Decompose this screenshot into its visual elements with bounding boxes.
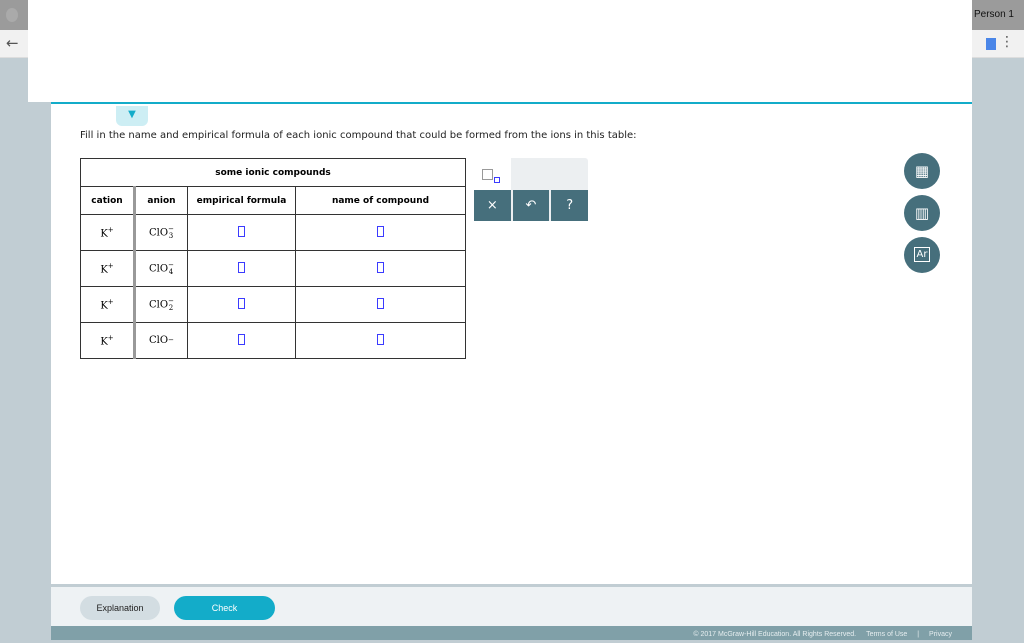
anion-cell: ClO − [133, 322, 188, 359]
anion-subscript: 4 [168, 267, 174, 276]
table-row: K+ ClO − [80, 322, 466, 359]
anion: ClO [149, 335, 169, 346]
collapse-toggle[interactable]: ▼ [116, 106, 148, 126]
menu-kebab-icon[interactable]: ⋮ [1000, 34, 1014, 50]
anion: ClO [149, 227, 169, 238]
separator: | [917, 631, 920, 638]
table-row: K+ ClO −4 [80, 250, 466, 287]
header-cation: cation [80, 186, 135, 215]
table-row: K+ ClO −3 [80, 214, 466, 251]
compound-name-input[interactable] [295, 214, 466, 251]
clear-button[interactable]: × [474, 190, 511, 221]
anion-cell: ClO −2 [133, 286, 188, 323]
cation-charge: + [107, 225, 114, 234]
input-box[interactable] [377, 225, 384, 237]
answer-toolbar: × ↶ ? [474, 158, 589, 221]
cation: K [100, 228, 108, 240]
header-name: name of compound [295, 186, 466, 215]
compound-name-input[interactable] [295, 322, 466, 359]
compound-name-input[interactable] [295, 286, 466, 323]
check-button[interactable]: Check [174, 596, 275, 620]
empirical-formula-input[interactable] [187, 214, 296, 251]
cation-charge: + [107, 333, 114, 342]
profile-button[interactable]: Person 1 [973, 9, 1014, 20]
caret-down-icon: ▼ [128, 109, 136, 120]
anion: ClO [149, 299, 169, 310]
blank-overlay [28, 0, 972, 102]
anion-cell: ClO −3 [133, 214, 188, 251]
compound-name-input[interactable] [295, 250, 466, 287]
input-box[interactable] [238, 297, 245, 309]
cation: K [100, 336, 108, 348]
input-box[interactable] [377, 297, 384, 309]
cation-cell: K+ [80, 250, 135, 287]
anion: ClO [149, 263, 169, 274]
page-footer: © 2017 McGraw-Hill Education. All Rights… [51, 626, 972, 640]
explanation-button[interactable]: Explanation [80, 596, 160, 620]
translate-extension-icon[interactable] [986, 38, 996, 50]
cation: K [100, 300, 108, 312]
header-anion: anion [133, 186, 188, 215]
periodic-table-icon[interactable]: Ar [904, 237, 940, 273]
cation-cell: K+ [80, 214, 135, 251]
terms-link[interactable]: Terms of Use [866, 631, 908, 638]
empirical-formula-input[interactable] [187, 286, 296, 323]
input-box[interactable] [238, 261, 245, 273]
calculator-icon[interactable]: ▦ [904, 153, 940, 189]
undo-button[interactable]: ↶ [512, 190, 550, 221]
anion-charge: − [168, 296, 174, 305]
anion-charge: − [168, 260, 174, 269]
input-box[interactable] [238, 225, 245, 237]
cation: K [100, 264, 108, 276]
table-row: K+ ClO −2 [80, 286, 466, 323]
input-box[interactable] [238, 333, 245, 345]
bar-chart-icon[interactable]: ▥ [904, 195, 940, 231]
input-box[interactable] [377, 333, 384, 345]
cation-charge: + [107, 297, 114, 306]
empirical-formula-input[interactable] [187, 322, 296, 359]
header-formula: empirical formula [187, 186, 296, 215]
anion-cell: ClO −4 [133, 250, 188, 287]
input-box[interactable] [377, 261, 384, 273]
cation-charge: + [107, 261, 114, 270]
question-panel: ▼ Fill in the name and empirical formula… [51, 100, 972, 584]
ionic-compounds-table: some ionic compounds cation anion empiri… [80, 158, 466, 359]
table-title: some ionic compounds [80, 158, 466, 187]
help-button[interactable]: ? [551, 190, 589, 221]
question-prompt: Fill in the name and empirical formula o… [80, 130, 637, 141]
anion-subscript: 2 [168, 303, 174, 312]
empirical-formula-input[interactable] [187, 250, 296, 287]
window-control-icon[interactable] [6, 8, 18, 22]
anion-subscript: 3 [168, 231, 174, 240]
cation-cell: K+ [80, 286, 135, 323]
anion-charge: − [168, 224, 174, 233]
copyright: © 2017 McGraw-Hill Education. All Rights… [693, 631, 857, 638]
cation-cell: K+ [80, 322, 135, 359]
action-bar: Explanation Check [51, 587, 972, 626]
privacy-link[interactable]: Privacy [929, 631, 952, 638]
arrow-left-icon[interactable]: ← [6, 34, 19, 52]
subscript-template-button[interactable] [474, 158, 511, 190]
anion-charge: − [168, 336, 174, 344]
